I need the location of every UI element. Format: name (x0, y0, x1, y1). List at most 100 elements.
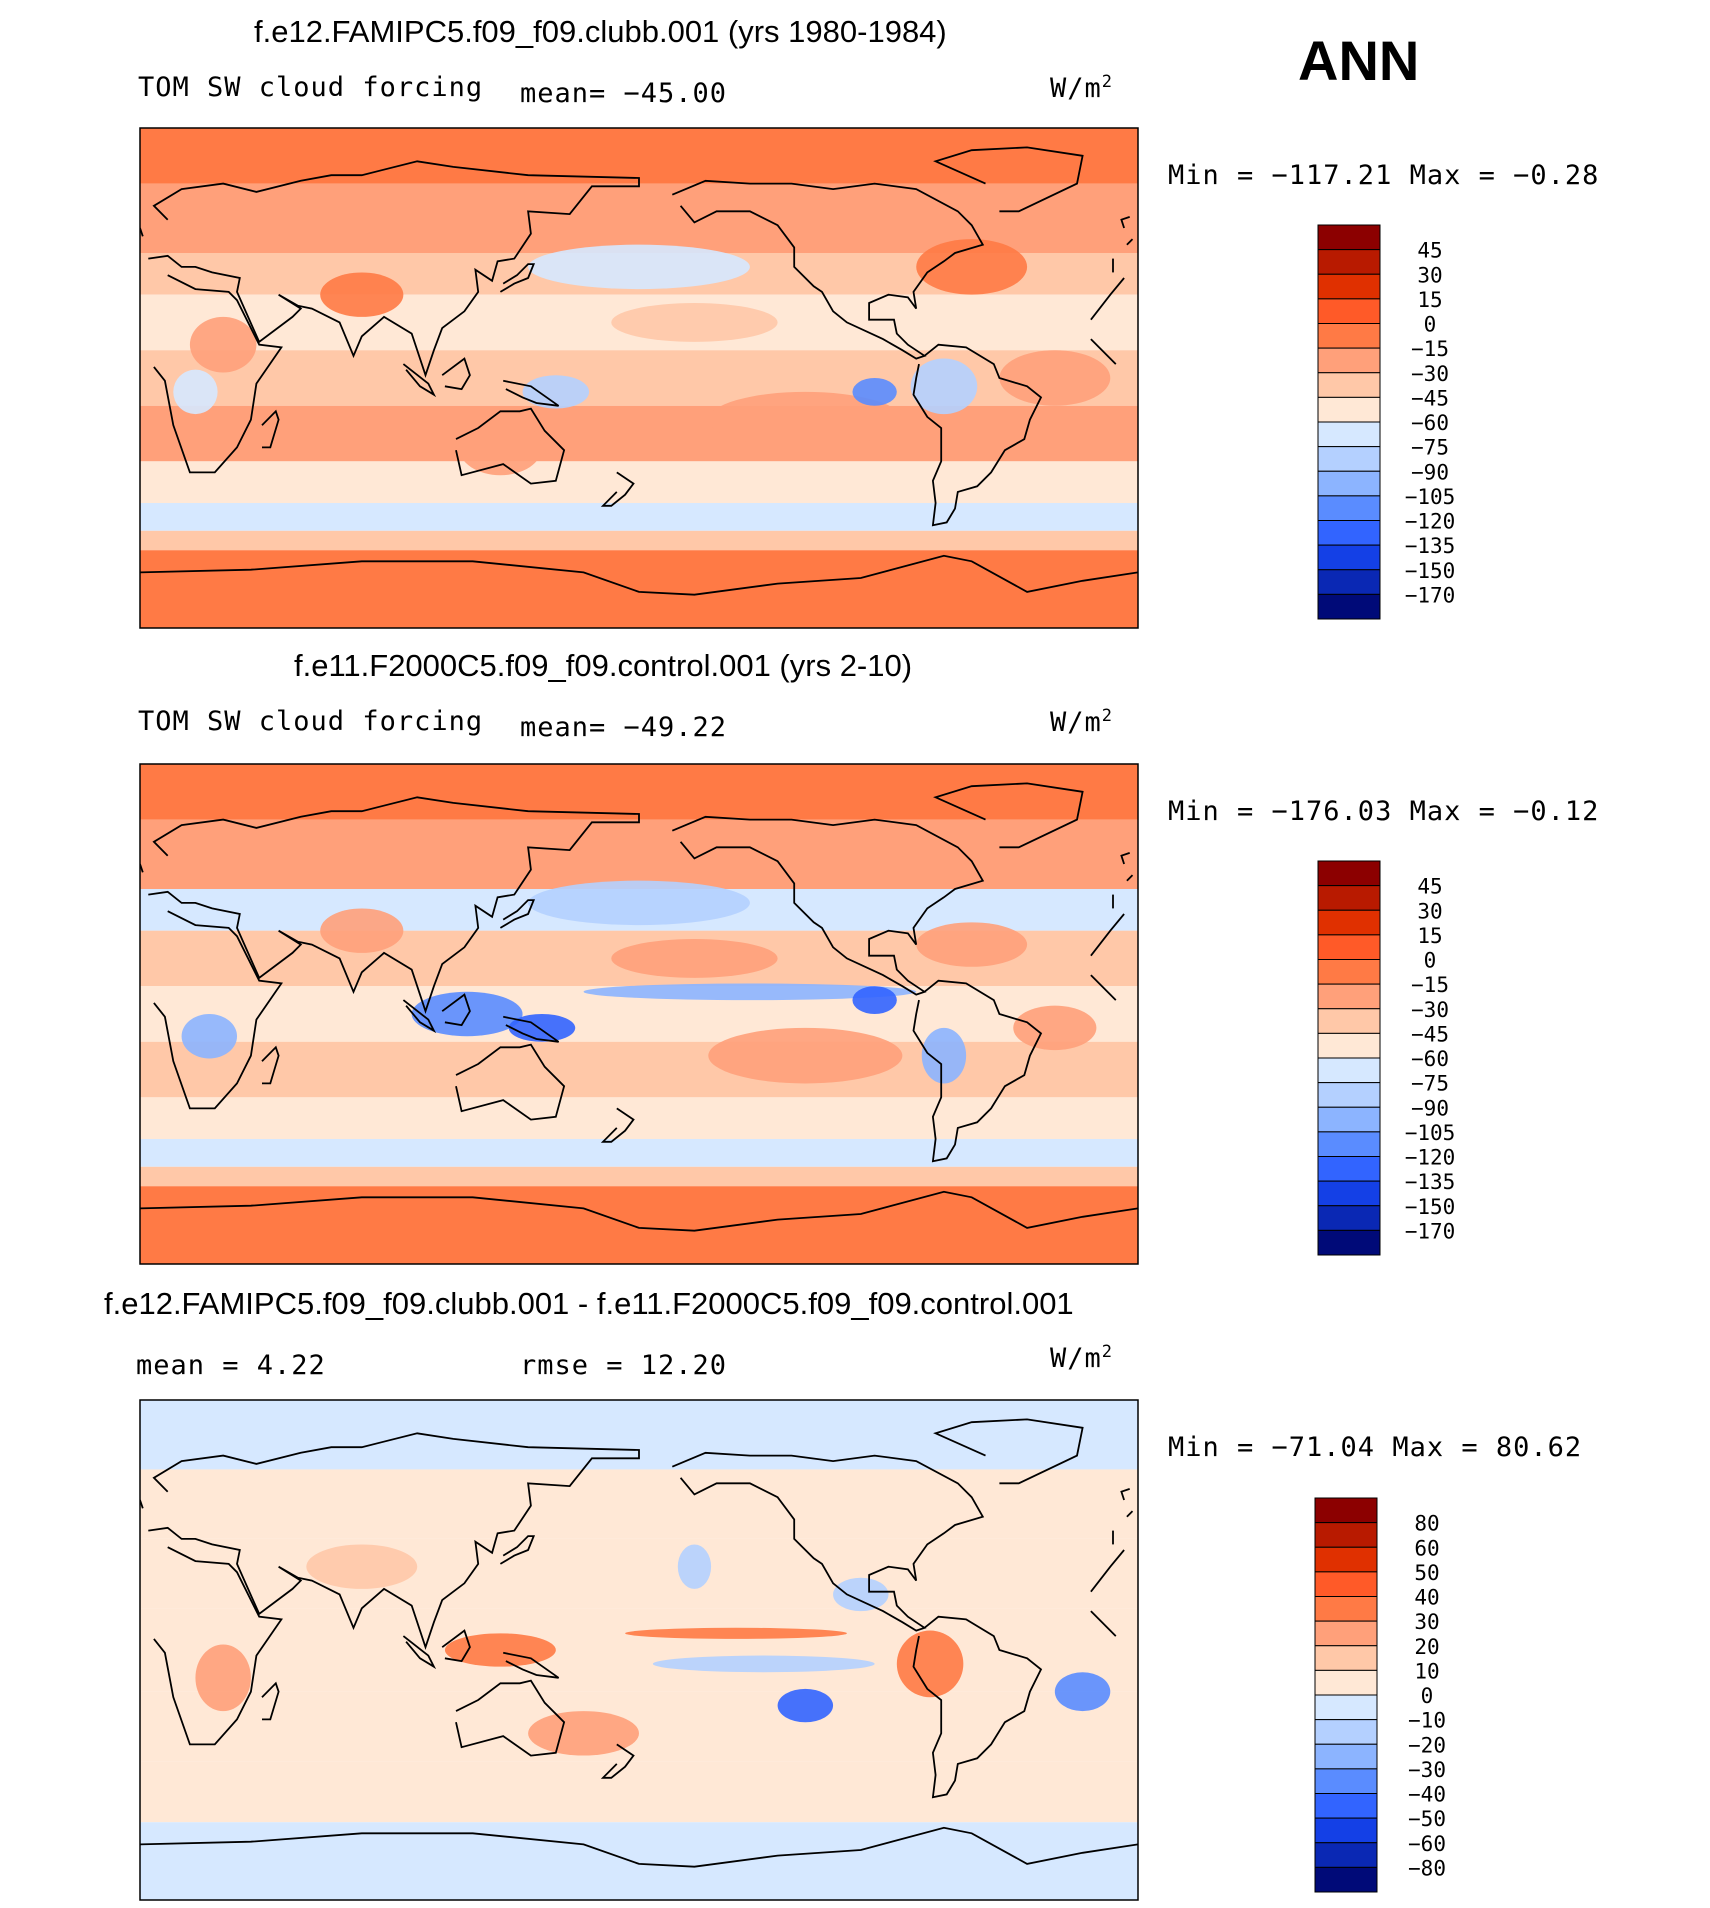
panel-3-units: W/m2 (1050, 1342, 1114, 1374)
colorbar-swatch (1317, 273, 1381, 300)
panel-1-units: W/m2 (1050, 72, 1114, 104)
colorbar-tick-label: −45 (1411, 1022, 1449, 1046)
colorbar-tick-label: 0 (1421, 1684, 1434, 1708)
coastline-northamerica (671, 179, 985, 360)
colorbar-tick-label: −90 (1411, 1096, 1449, 1120)
field-feature (708, 1027, 903, 1084)
coastline-eurasia (1126, 238, 1134, 246)
coastline-africa (153, 1546, 283, 1746)
map-field-3 (140, 1400, 1138, 1900)
coastline-greatbritain (1120, 216, 1130, 229)
coastline-africa (1090, 338, 1117, 365)
colorbar-swatch (1314, 1596, 1378, 1622)
colorbar-swatch (1317, 909, 1381, 936)
map-frame (139, 127, 1139, 629)
colorbar-tick-label: −80 (1408, 1856, 1446, 1880)
field-feature (999, 350, 1111, 406)
colorbar-swatch (1314, 1793, 1378, 1819)
coastline-japan (499, 899, 536, 929)
field-feature (528, 244, 750, 290)
coastline-newguinea (503, 379, 560, 407)
colorbar-tick-label: −170 (1405, 583, 1456, 607)
panel-2-mean: mean= −49.22 (520, 712, 728, 743)
field-feature (411, 991, 523, 1037)
field-band (140, 1822, 1138, 1900)
colorbar-tick-label: −15 (1411, 337, 1449, 361)
colorbar-swatch (1314, 1522, 1378, 1548)
colorbar-swatch (1314, 1497, 1378, 1524)
colorbar-swatch (1317, 1131, 1381, 1157)
colorbar-swatch (1317, 224, 1381, 251)
coastline-northamerica (671, 815, 985, 996)
field-feature (306, 1544, 418, 1589)
colorbar-tick-label: −120 (1405, 510, 1456, 534)
colorbar-tick-label: −15 (1411, 973, 1449, 997)
coastline-southamerica (912, 1615, 1043, 1799)
field-feature (173, 369, 218, 415)
colorbar-tick-label: 15 (1417, 924, 1442, 948)
panel-3-rmse: rmse = 12.20 (520, 1350, 728, 1381)
colorbar-tick-label: 0 (1424, 313, 1437, 337)
colorbar-swatch (1314, 1571, 1378, 1597)
coastline-africa (1090, 277, 1125, 321)
field-feature (916, 922, 1028, 967)
field-feature (320, 908, 404, 953)
coastline-madagascar (261, 409, 280, 449)
colorbar-tick-label: −30 (1411, 998, 1449, 1022)
coastline-borneo (441, 993, 471, 1027)
colorbar-tick-label: −75 (1411, 436, 1449, 460)
coastline-eurasia (148, 796, 640, 1015)
colorbar-tick-label: −105 (1405, 485, 1456, 509)
field-feature (921, 1027, 967, 1084)
panel-1-mean: mean= −45.00 (520, 78, 728, 109)
coastline-sumatra (402, 1635, 437, 1670)
colorbar-swatch (1317, 1032, 1381, 1059)
colorbar-tick-label: −45 (1411, 386, 1449, 410)
field-band (140, 764, 1138, 820)
coastline-northamerica (671, 1451, 985, 1632)
panel-2-units: W/m2 (1050, 706, 1114, 738)
colorbar-swatch (1314, 1546, 1378, 1573)
panel-2-variable-label: TOM SW cloud forcing (138, 706, 484, 737)
field-band (140, 819, 1138, 889)
coastline-antarctica (140, 1826, 1138, 1868)
coastline-greenland (933, 1418, 1084, 1485)
colorbar-tick-label: 10 (1414, 1659, 1439, 1683)
colorbar-swatch (1317, 421, 1381, 448)
map-panel-3 (139, 1399, 1139, 1901)
field-feature (195, 1644, 251, 1712)
coastline-greenland (933, 146, 1084, 213)
map-frame (139, 1399, 1139, 1901)
coastline-sumatra (402, 363, 437, 398)
coastline-africa (1090, 974, 1117, 1001)
colorbar-swatch (1317, 495, 1381, 521)
colorbar-swatch (1314, 1866, 1378, 1893)
coastline-southamerica (912, 343, 1043, 527)
colorbar-swatch (1317, 298, 1381, 324)
map-field-1 (140, 128, 1138, 628)
colorbar-swatch (1314, 1645, 1378, 1671)
colorbar-swatch (1317, 1082, 1381, 1108)
field-band (140, 461, 1138, 503)
colorbar-swatch (1317, 470, 1381, 497)
field-feature (528, 880, 750, 926)
field-feature (652, 1655, 875, 1673)
coastline-eurasia (1126, 874, 1134, 882)
colorbar-tick-label: −50 (1408, 1807, 1446, 1831)
coastline-greatbritain (1120, 1488, 1130, 1501)
coastline-japan (499, 1535, 536, 1565)
coastline-africa (1090, 913, 1125, 957)
colorbar-swatch (1314, 1620, 1378, 1647)
map-panel-2 (139, 763, 1139, 1265)
panel-3-title: f.e12.FAMIPC5.f09_f09.clubb.001 - f.e11.… (104, 1286, 1074, 1321)
coastline-southamerica (912, 979, 1043, 1163)
coastline-greenland (933, 782, 1084, 849)
colorbar-swatch (1317, 1156, 1381, 1182)
colorbar-tick-label: 40 (1414, 1586, 1439, 1610)
colorbar-tick-label: −60 (1411, 411, 1449, 435)
coastline-australia (455, 1679, 566, 1757)
field-feature (528, 1711, 639, 1756)
field-feature (522, 375, 590, 409)
colorbar-swatch (1317, 983, 1381, 1010)
